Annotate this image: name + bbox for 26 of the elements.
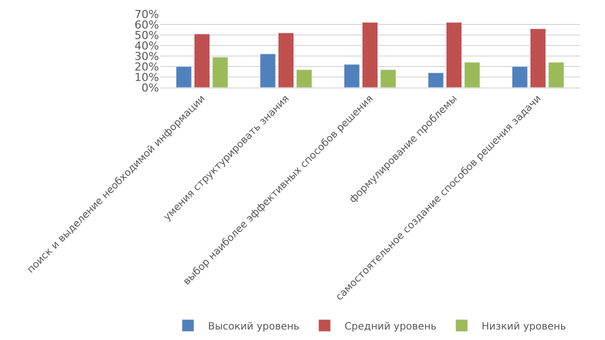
legend-label: Средний уровень — [344, 321, 437, 332]
bar — [296, 69, 312, 88]
bar — [344, 64, 360, 88]
y-tick-label: 0% — [142, 81, 159, 94]
y-tick-label: 30% — [134, 50, 159, 63]
bar — [446, 22, 462, 88]
y-tick-label: 70% — [134, 8, 159, 21]
bar — [362, 22, 378, 88]
y-tick-label: 60% — [134, 18, 159, 32]
y-tick-label: 50% — [134, 28, 159, 42]
bar — [176, 66, 192, 88]
bar — [548, 62, 564, 88]
legend-label: Низкий уровень — [482, 321, 566, 332]
bar — [260, 54, 276, 88]
bar — [512, 66, 528, 88]
bar — [380, 69, 396, 88]
bar — [212, 56, 228, 88]
y-tick-label: 10% — [134, 70, 159, 84]
bar — [278, 32, 294, 88]
y-tick-label: 40% — [134, 39, 159, 52]
bar — [194, 34, 210, 88]
bar — [464, 62, 480, 88]
bar — [530, 28, 546, 88]
legend-label: Высокий уровень — [208, 321, 300, 332]
bar — [428, 72, 444, 88]
y-tick-label: 20% — [134, 60, 159, 74]
